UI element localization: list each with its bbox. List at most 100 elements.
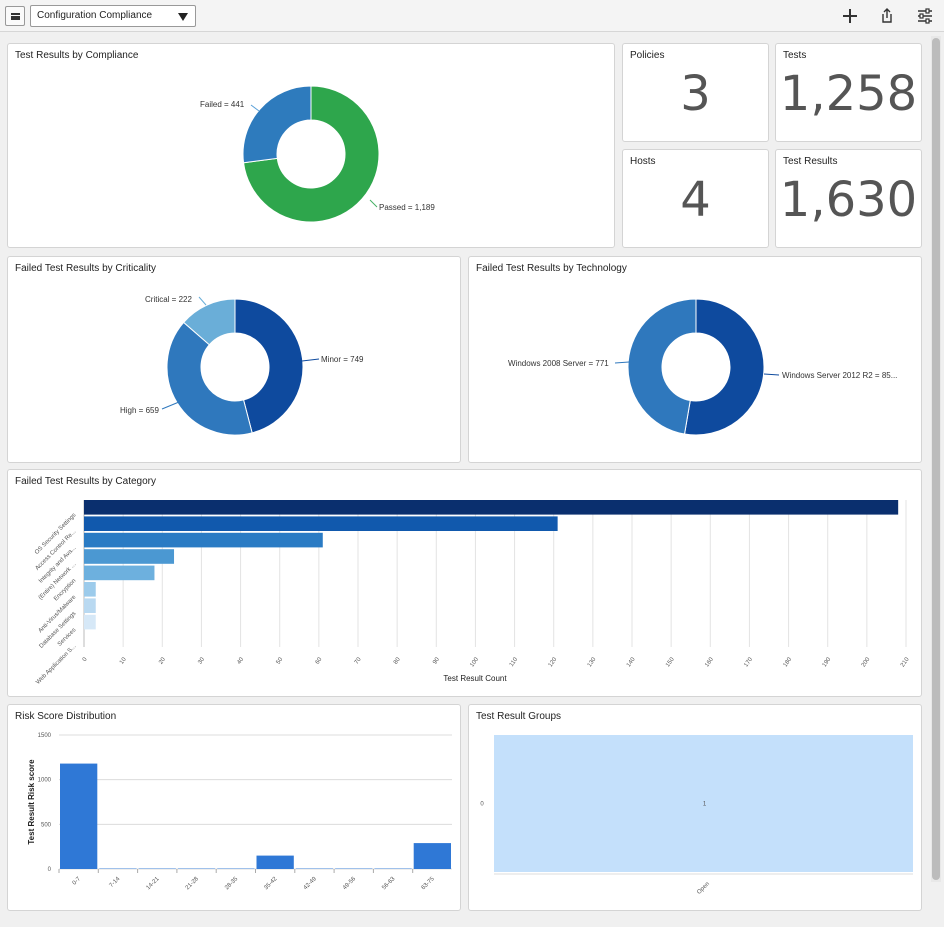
panel-title: Test Results by Compliance: [15, 50, 139, 61]
x-tick-label: 42-49: [303, 876, 319, 892]
share-icon[interactable]: [877, 6, 897, 26]
x-tick-label: 60: [315, 656, 324, 665]
x-tick-label: 210: [900, 656, 911, 668]
risk-panel: Risk Score Distribution 0 500 1000 1500 0-7 7…: [7, 704, 461, 911]
x-tick-label: 80: [393, 656, 402, 665]
x-tick-label: 21-28: [185, 876, 201, 892]
test-results-panel[interactable]: Test Results 1,630: [775, 149, 922, 248]
sliders-icon[interactable]: [915, 6, 935, 26]
y-tick-label: 0: [48, 867, 52, 873]
category-bar[interactable]: [84, 614, 96, 630]
passed-slice[interactable]: [243, 85, 380, 223]
panel-title: Policies: [630, 50, 665, 61]
x-tick-label: 170: [743, 656, 754, 668]
plus-icon[interactable]: [840, 6, 860, 26]
x-tick-label: 130: [587, 656, 598, 668]
x-tick-label: 14-21: [146, 876, 162, 892]
windows-2012-label: Windows Server 2012 R2 = 85...: [782, 371, 897, 380]
hamburger-menu-button[interactable]: [5, 6, 25, 26]
x-axis-title: Test Result Count: [443, 674, 507, 683]
groups-panel: Test Result Groups 1 0 Open: [468, 704, 922, 911]
tests-panel[interactable]: Tests 1,258: [775, 43, 922, 142]
x-tick-label: 70: [354, 656, 363, 665]
scrollbar-thumb[interactable]: [932, 38, 940, 880]
x-tick-label: 0-7: [72, 876, 83, 887]
y-axis-title: Test Result Risk score: [27, 759, 36, 845]
compliance-panel: Test Results by Compliance Failed = 441 …: [7, 43, 615, 248]
compliance-donut[interactable]: [242, 85, 380, 223]
category-bar[interactable]: [84, 532, 323, 548]
dashboard-select-value: Configuration Compliance: [37, 10, 153, 21]
x-tick-label: 90: [432, 656, 441, 665]
heatmap-cell[interactable]: [494, 735, 913, 872]
hamburger-icon: [10, 12, 20, 20]
x-tick-label: 180: [783, 656, 794, 668]
hosts-panel[interactable]: Hosts 4: [622, 149, 769, 248]
panel-title: Risk Score Distribution: [15, 711, 117, 722]
policies-count: 3: [680, 66, 711, 122]
x-tick-label: 0: [82, 656, 89, 663]
scrollbar[interactable]: [931, 36, 941, 882]
risk-bar[interactable]: [413, 843, 451, 869]
x-tick-label: 49-56: [342, 876, 358, 892]
test-results-count: 1,630: [779, 172, 918, 228]
category-bar[interactable]: [84, 549, 175, 564]
y-tick-label: 1000: [38, 778, 52, 784]
failed-slice[interactable]: [242, 85, 312, 164]
minor-label: Minor = 749: [321, 355, 364, 364]
x-tick-label: 20: [158, 656, 167, 665]
high-slice[interactable]: [166, 321, 253, 436]
panel-title: Failed Test Results by Technology: [476, 263, 627, 274]
x-tick-label: 56-63: [381, 876, 397, 892]
risk-bar[interactable]: [256, 855, 294, 869]
x-tick-label: 40: [236, 656, 245, 665]
x-tick-label: Open: [696, 881, 711, 896]
x-tick-label: 28-35: [224, 876, 240, 892]
x-tick-label: 30: [197, 656, 206, 665]
x-tick-label: 7-14: [109, 876, 122, 889]
windows-2008-slice[interactable]: [627, 298, 697, 435]
caret-down-icon: [178, 13, 188, 21]
failed-label: Failed = 441: [200, 100, 245, 109]
x-tick-label: 160: [704, 656, 715, 668]
y-tick-label: 0: [480, 802, 484, 808]
category-bar[interactable]: [84, 565, 155, 581]
panel-title: Test Result Groups: [476, 711, 562, 722]
category-bar[interactable]: [84, 582, 96, 597]
y-tick-label: 500: [41, 822, 52, 828]
category-bar[interactable]: [84, 500, 899, 515]
x-tick-label: 190: [822, 656, 833, 668]
x-tick-label: 140: [626, 656, 637, 668]
y-tick-label: 1500: [38, 733, 52, 739]
category-panel: Failed Test Results by Category 0 10 20 30 4…: [7, 469, 922, 697]
criticality-panel: Failed Test Results by Criticality Criti…: [7, 256, 461, 463]
x-tick-label: 50: [276, 656, 285, 665]
heatmap-cell-value: 1: [703, 802, 707, 808]
x-tick-label: 120: [548, 656, 559, 668]
risk-bar[interactable]: [60, 763, 98, 869]
x-tick-label: 63-75: [421, 876, 437, 892]
x-tick-label: 110: [509, 656, 520, 668]
criticality-donut[interactable]: [166, 298, 304, 436]
panel-title: Test Results: [783, 156, 838, 167]
technology-panel: Failed Test Results by Technology Window…: [468, 256, 922, 463]
x-tick-label: 200: [861, 656, 872, 668]
critical-slice[interactable]: [182, 298, 236, 346]
windows-2012-slice[interactable]: [683, 298, 765, 436]
x-tick-label: 100: [469, 656, 480, 668]
panel-title: Tests: [783, 50, 807, 61]
dashboard-select[interactable]: Configuration Compliance: [30, 5, 196, 27]
technology-donut[interactable]: [627, 298, 765, 436]
critical-label: Critical = 222: [145, 295, 192, 304]
x-tick-label: 150: [665, 656, 676, 668]
panel-title: Hosts: [630, 156, 656, 167]
high-label: High = 659: [120, 406, 159, 415]
passed-label: Passed = 1,189: [379, 203, 435, 212]
tests-count: 1,258: [779, 66, 918, 122]
policies-panel[interactable]: Policies 3: [622, 43, 769, 142]
minor-slice[interactable]: [234, 298, 304, 434]
windows-2008-label: Windows 2008 Server = 771: [508, 359, 609, 368]
category-bar[interactable]: [84, 516, 558, 531]
panel-title: Failed Test Results by Criticality: [15, 263, 156, 274]
category-bar[interactable]: [84, 598, 96, 613]
